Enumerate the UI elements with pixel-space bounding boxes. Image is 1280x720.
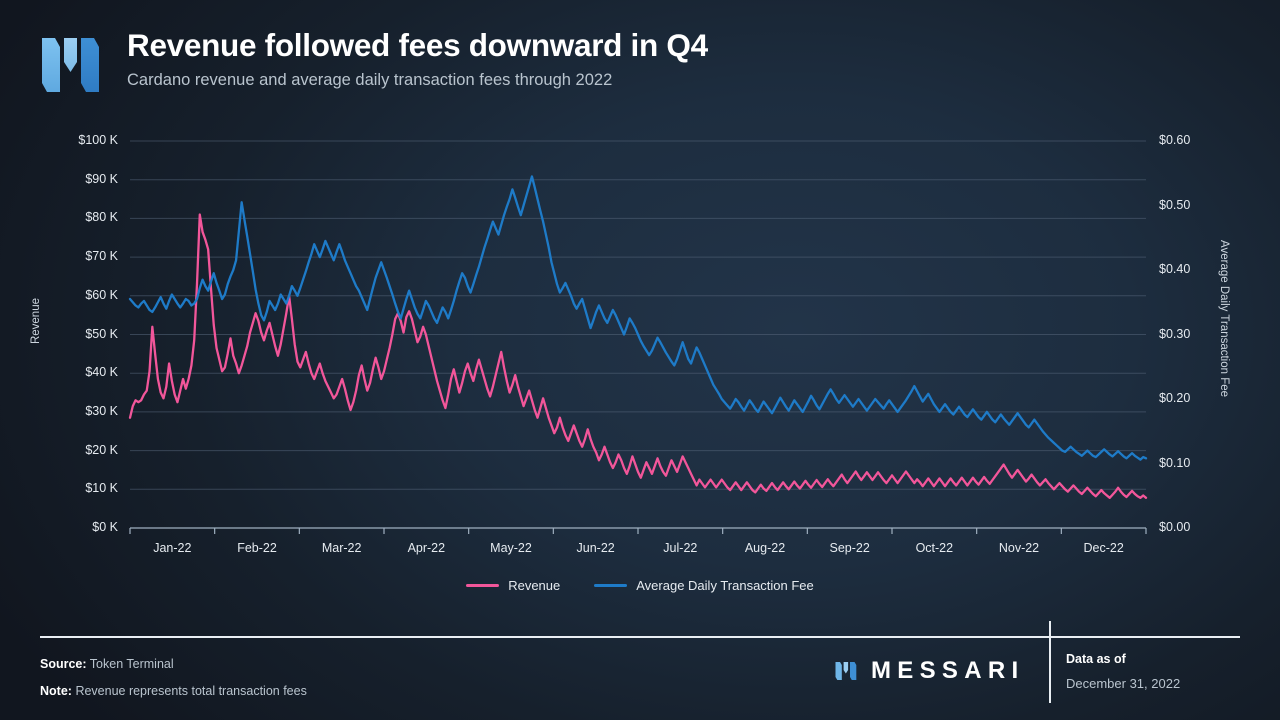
- x-axis-tick-label: Sep-22: [829, 541, 870, 555]
- legend-swatch-revenue: [466, 583, 500, 588]
- footer-divider-vertical: [1049, 621, 1051, 703]
- chart-header: Revenue followed fees downward in Q4 Car…: [40, 28, 708, 98]
- series-lines: [128, 175, 1148, 499]
- note-line: Note: Revenue represents total transacti…: [40, 678, 307, 705]
- y-axis-left-tick-label: $40 K: [85, 365, 118, 380]
- line-average-daily-transaction-fee: [128, 175, 1148, 461]
- y-axis-left-tick-label: $70 K: [85, 249, 118, 264]
- data-as-of-label: Data as of: [1066, 652, 1126, 666]
- x-axis-line: [129, 527, 1147, 534]
- footer-divider-horizontal: [40, 636, 1240, 638]
- page-title: Revenue followed fees downward in Q4: [127, 27, 708, 63]
- source-line: Source: Token Terminal: [40, 651, 307, 678]
- x-axis-tick-label: Jan-22: [153, 541, 192, 555]
- messari-wordmark: MESSARI: [835, 657, 1024, 685]
- y-axis-right-tick-label: $0.10: [1159, 455, 1191, 470]
- x-axis-tick-label: Feb-22: [237, 541, 277, 555]
- y-axis-left-tick-label: $90 K: [85, 171, 118, 186]
- header-text-block: Revenue followed fees downward in Q4 Car…: [127, 28, 708, 90]
- x-axis-tick-label: Jun-22: [576, 541, 615, 555]
- source-label: Source:: [40, 657, 87, 671]
- x-axis-tick-label: Mar-22: [321, 541, 362, 555]
- messari-m-logo-icon: [835, 662, 857, 680]
- legend-swatch-fee: [594, 583, 628, 588]
- footnotes: Source: Token Terminal Note: Revenue rep…: [40, 651, 307, 705]
- chart-legend: Revenue Average Daily Transaction Fee: [0, 578, 1280, 593]
- y-axis-right-tick-label: $0.40: [1159, 262, 1191, 276]
- note-label: Note:: [40, 684, 72, 698]
- y-axis-left-tick-label: $50 K: [85, 326, 118, 341]
- source-value: Token Terminal: [89, 657, 174, 671]
- y-axis-left-tick-label: $10 K: [85, 481, 118, 496]
- legend-label-fee: Average Daily Transaction Fee: [636, 578, 814, 593]
- x-axis-tick-label: Dec-22: [1083, 541, 1124, 555]
- y-axis-left-tick-label: $100 K: [78, 133, 118, 147]
- data-as-of-block: Data as of December 31, 2022: [1066, 652, 1180, 691]
- line-revenue: [128, 213, 1148, 499]
- note-value: Revenue represents total transaction fee…: [75, 684, 307, 698]
- x-axis-tick-label: Aug-22: [744, 541, 786, 555]
- x-axis-tick-label: May-22: [490, 541, 532, 555]
- x-axis-tick-label: Jul-22: [663, 541, 698, 555]
- y-axis-right-tick-label: $0.60: [1159, 133, 1191, 147]
- legend-item-average-daily-transaction-fee[interactable]: Average Daily Transaction Fee: [594, 578, 814, 593]
- x-axis-tick-label: Oct-22: [915, 541, 954, 555]
- y-axis-right-tick-label: $0.00: [1159, 520, 1191, 534]
- y-axis-left-tick-label: $30 K: [85, 403, 118, 418]
- y-axis-right-tick-label: $0.50: [1159, 197, 1191, 212]
- y-axis-left-tick-label: $0 K: [92, 520, 118, 534]
- y-axis-right-tick-label: $0.20: [1159, 391, 1191, 405]
- y-axis-left-title: Revenue: [30, 298, 42, 345]
- legend-label-revenue: Revenue: [508, 578, 561, 593]
- messari-m-logo-icon: [42, 38, 99, 92]
- y-axis-right-tick-label: $0.30: [1159, 326, 1191, 341]
- y-axis-left-tick-label: $20 K: [85, 442, 118, 457]
- y-axis-left-tick-label: $60 K: [85, 287, 118, 302]
- y-axis-left-tick-label: $80 K: [85, 210, 118, 225]
- legend-item-revenue[interactable]: Revenue: [466, 578, 560, 593]
- page-subtitle: Cardano revenue and average daily transa…: [127, 71, 613, 90]
- data-as-of-value: December 31, 2022: [1066, 676, 1181, 691]
- y-axis-right-title: Average Daily Transaction Fee: [1218, 240, 1230, 398]
- x-axis-tick-label: Nov-22: [998, 541, 1040, 555]
- messari-wordmark-text: MESSARI: [871, 657, 1025, 684]
- gridlines: [130, 140, 1146, 490]
- x-axis-tick-label: Apr-22: [407, 541, 446, 555]
